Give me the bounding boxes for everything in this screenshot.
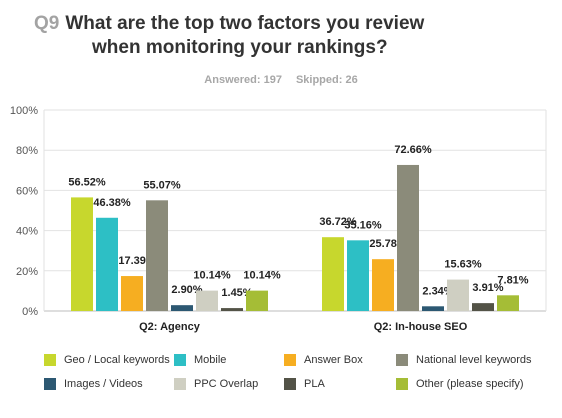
- legend-swatch: [284, 378, 296, 390]
- bar: [196, 290, 218, 311]
- legend-label: Geo / Local keywords: [64, 354, 170, 366]
- bar: [221, 308, 243, 311]
- bar-value-label: 10.14%: [193, 270, 231, 282]
- legend-label: PPC Overlap: [194, 378, 259, 390]
- bar: [171, 305, 193, 311]
- x-category-label: Q2: Agency: [139, 321, 201, 333]
- bar: [397, 164, 419, 311]
- bar-value-label: 36.72%: [319, 216, 357, 228]
- bar: [372, 259, 394, 311]
- legend-item: Other (please specify): [396, 378, 554, 390]
- bar: [121, 276, 143, 311]
- chart-legend: Geo / Local keywords Mobile Answer Box Nati…: [44, 354, 554, 390]
- bar-value-label: 46.38%: [93, 197, 131, 209]
- bar-value-label: 35.16%: [344, 219, 382, 231]
- bar: [71, 197, 93, 311]
- bar: [146, 200, 168, 311]
- legend-item: Geo / Local keywords: [44, 354, 174, 366]
- bar: [96, 217, 118, 311]
- legend-item: PPC Overlap: [174, 378, 284, 390]
- bar: [472, 303, 494, 311]
- legend-item: National level keywords: [396, 354, 554, 366]
- bar: [347, 240, 369, 311]
- question-title-line1: What are the top two factors you review: [65, 13, 425, 34]
- response-stats: Answered: 197 Skipped: 26: [0, 74, 562, 86]
- y-tick-label: 60%: [16, 185, 38, 197]
- legend-swatch: [396, 354, 408, 366]
- bar-value-label: 56.52%: [68, 176, 106, 188]
- legend-item: Mobile: [174, 354, 284, 366]
- bar: [447, 279, 469, 311]
- bar-value-label: 7.81%: [497, 274, 528, 286]
- legend-label: Other (please specify): [416, 378, 524, 390]
- legend-item: PLA: [284, 378, 396, 390]
- legend-swatch: [284, 354, 296, 366]
- bar-value-label: 10.14%: [243, 270, 281, 282]
- bar-value-label: 72.66%: [394, 144, 432, 156]
- question-number: Q9: [34, 13, 60, 34]
- legend-label: Answer Box: [304, 354, 363, 366]
- legend-swatch: [44, 378, 56, 390]
- bar-value-label: 3.91%: [472, 282, 503, 294]
- y-tick-label: 0%: [22, 306, 38, 318]
- skipped-count: Skipped: 26: [295, 74, 358, 86]
- bar-chart: 0%20%40%60%80%100%56.52%46.38%17.39%55.0…: [10, 105, 547, 333]
- bar-value-label: 2.34%: [422, 285, 453, 297]
- bar-value-label: 1.45%: [221, 287, 252, 299]
- legend-label: National level keywords: [416, 354, 532, 366]
- legend-item: Answer Box: [284, 354, 396, 366]
- legend-swatch: [174, 378, 186, 390]
- y-tick-label: 100%: [10, 105, 38, 117]
- y-tick-label: 80%: [16, 145, 38, 157]
- legend-label: Images / Videos: [64, 378, 143, 390]
- bar: [322, 237, 344, 311]
- y-tick-label: 40%: [16, 226, 38, 238]
- bar-value-label: 15.63%: [444, 259, 482, 271]
- legend-label: Mobile: [194, 354, 227, 366]
- legend-swatch: [174, 354, 186, 366]
- question-header: Q9 What are the top two factors you revie…: [34, 12, 554, 60]
- bar: [246, 290, 268, 311]
- y-tick-label: 20%: [16, 266, 38, 278]
- bar: [422, 306, 444, 311]
- legend-label: PLA: [304, 378, 325, 390]
- legend-item: Images / Videos: [44, 378, 174, 390]
- x-category-label: Q2: In-house SEO: [374, 321, 468, 333]
- legend-swatch: [396, 378, 408, 390]
- bar: [497, 295, 519, 311]
- bar-value-label: 55.07%: [143, 179, 181, 191]
- bar-value-label: 2.90%: [171, 284, 202, 296]
- legend-swatch: [44, 354, 56, 366]
- question-title-line2: when monitoring your rankings?: [92, 37, 388, 58]
- answered-count: Answered: 197: [204, 74, 282, 86]
